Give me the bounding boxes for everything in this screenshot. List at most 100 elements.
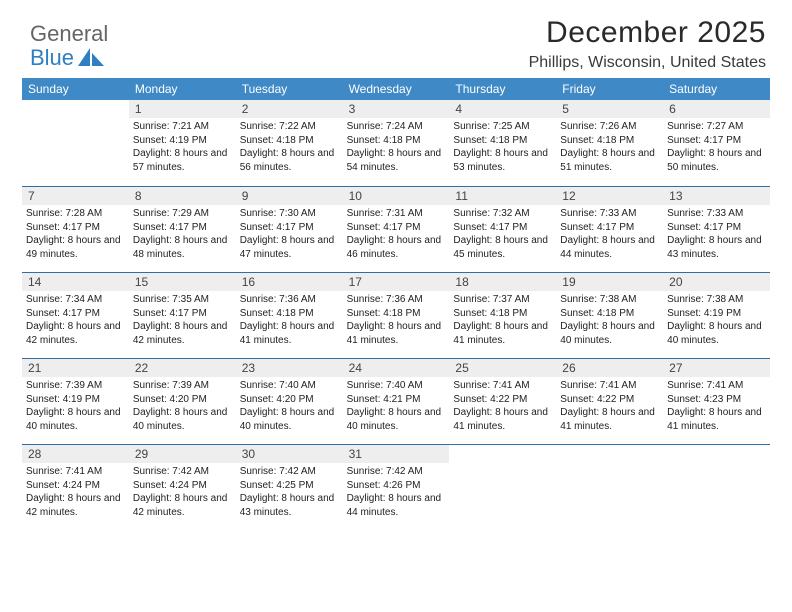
day-info: Sunrise: 7:38 AMSunset: 4:18 PMDaylight:… [556, 291, 663, 349]
day-info: Sunrise: 7:21 AMSunset: 4:19 PMDaylight:… [129, 118, 236, 176]
day-cell: 13Sunrise: 7:33 AMSunset: 4:17 PMDayligh… [663, 186, 770, 268]
day-cell: 30Sunrise: 7:42 AMSunset: 4:25 PMDayligh… [236, 444, 343, 526]
day-cell: 1Sunrise: 7:21 AMSunset: 4:19 PMDaylight… [129, 100, 236, 182]
day-number: 19 [556, 273, 663, 291]
day-info: Sunrise: 7:41 AMSunset: 4:22 PMDaylight:… [449, 377, 556, 435]
day-number: 8 [129, 187, 236, 205]
day-info: Sunrise: 7:25 AMSunset: 4:18 PMDaylight:… [449, 118, 556, 176]
day-info: Sunrise: 7:28 AMSunset: 4:17 PMDaylight:… [22, 205, 129, 263]
day-cell: 12Sunrise: 7:33 AMSunset: 4:17 PMDayligh… [556, 186, 663, 268]
logo-text: General Blue [30, 22, 108, 70]
day-number: 16 [236, 273, 343, 291]
dow-sat: Saturday [663, 78, 770, 100]
dow-sun: Sunday [22, 78, 129, 100]
day-cell: 4Sunrise: 7:25 AMSunset: 4:18 PMDaylight… [449, 100, 556, 182]
day-number: 21 [22, 359, 129, 377]
week-row: 7Sunrise: 7:28 AMSunset: 4:17 PMDaylight… [22, 186, 770, 268]
day-cell: 20Sunrise: 7:38 AMSunset: 4:19 PMDayligh… [663, 272, 770, 354]
header: General Blue December 2025 Phillips, Wis… [22, 16, 770, 72]
day-cell: 24Sunrise: 7:40 AMSunset: 4:21 PMDayligh… [343, 358, 450, 440]
day-info: Sunrise: 7:41 AMSunset: 4:22 PMDaylight:… [556, 377, 663, 435]
day-number: 15 [129, 273, 236, 291]
day-cell: . [663, 444, 770, 526]
dow-mon: Monday [129, 78, 236, 100]
day-number: 24 [343, 359, 450, 377]
dow-tue: Tuesday [236, 78, 343, 100]
day-info: Sunrise: 7:33 AMSunset: 4:17 PMDaylight:… [663, 205, 770, 263]
day-info: Sunrise: 7:40 AMSunset: 4:21 PMDaylight:… [343, 377, 450, 435]
day-number: 11 [449, 187, 556, 205]
logo-sail-icon [78, 47, 104, 70]
day-info: Sunrise: 7:36 AMSunset: 4:18 PMDaylight:… [236, 291, 343, 349]
day-info: Sunrise: 7:42 AMSunset: 4:24 PMDaylight:… [129, 463, 236, 521]
day-number: 9 [236, 187, 343, 205]
day-number: 3 [343, 100, 450, 118]
day-info: Sunrise: 7:38 AMSunset: 4:19 PMDaylight:… [663, 291, 770, 349]
day-cell: 19Sunrise: 7:38 AMSunset: 4:18 PMDayligh… [556, 272, 663, 354]
day-info: Sunrise: 7:37 AMSunset: 4:18 PMDaylight:… [449, 291, 556, 349]
day-cell: 31Sunrise: 7:42 AMSunset: 4:26 PMDayligh… [343, 444, 450, 526]
day-cell: 3Sunrise: 7:24 AMSunset: 4:18 PMDaylight… [343, 100, 450, 182]
day-info: Sunrise: 7:29 AMSunset: 4:17 PMDaylight:… [129, 205, 236, 263]
day-cell: 26Sunrise: 7:41 AMSunset: 4:22 PMDayligh… [556, 358, 663, 440]
day-number: 25 [449, 359, 556, 377]
day-cell: 23Sunrise: 7:40 AMSunset: 4:20 PMDayligh… [236, 358, 343, 440]
day-number: 5 [556, 100, 663, 118]
day-cell: 25Sunrise: 7:41 AMSunset: 4:22 PMDayligh… [449, 358, 556, 440]
day-info: Sunrise: 7:22 AMSunset: 4:18 PMDaylight:… [236, 118, 343, 176]
day-cell: 14Sunrise: 7:34 AMSunset: 4:17 PMDayligh… [22, 272, 129, 354]
day-cell: 7Sunrise: 7:28 AMSunset: 4:17 PMDaylight… [22, 186, 129, 268]
week-row: .1Sunrise: 7:21 AMSunset: 4:19 PMDayligh… [22, 100, 770, 182]
day-info: Sunrise: 7:33 AMSunset: 4:17 PMDaylight:… [556, 205, 663, 263]
day-cell: . [556, 444, 663, 526]
page-title: December 2025 [529, 16, 766, 50]
day-number: 14 [22, 273, 129, 291]
dow-row: Sunday Monday Tuesday Wednesday Thursday… [22, 78, 770, 100]
day-number: 7 [22, 187, 129, 205]
day-number: 30 [236, 445, 343, 463]
day-cell: 17Sunrise: 7:36 AMSunset: 4:18 PMDayligh… [343, 272, 450, 354]
day-number: 12 [556, 187, 663, 205]
day-info: Sunrise: 7:26 AMSunset: 4:18 PMDaylight:… [556, 118, 663, 176]
day-info: Sunrise: 7:39 AMSunset: 4:20 PMDaylight:… [129, 377, 236, 435]
day-cell: . [449, 444, 556, 526]
day-info: Sunrise: 7:41 AMSunset: 4:23 PMDaylight:… [663, 377, 770, 435]
day-cell: 18Sunrise: 7:37 AMSunset: 4:18 PMDayligh… [449, 272, 556, 354]
dow-fri: Friday [556, 78, 663, 100]
day-number: 27 [663, 359, 770, 377]
day-cell: 29Sunrise: 7:42 AMSunset: 4:24 PMDayligh… [129, 444, 236, 526]
week-row: 21Sunrise: 7:39 AMSunset: 4:19 PMDayligh… [22, 358, 770, 440]
day-number: 4 [449, 100, 556, 118]
day-info: Sunrise: 7:36 AMSunset: 4:18 PMDaylight:… [343, 291, 450, 349]
day-number: 23 [236, 359, 343, 377]
day-number: 17 [343, 273, 450, 291]
day-cell: 11Sunrise: 7:32 AMSunset: 4:17 PMDayligh… [449, 186, 556, 268]
day-number: 13 [663, 187, 770, 205]
day-number: 6 [663, 100, 770, 118]
day-number: 26 [556, 359, 663, 377]
day-number: 28 [22, 445, 129, 463]
day-number: 22 [129, 359, 236, 377]
page-subtitle: Phillips, Wisconsin, United States [529, 54, 766, 72]
day-number: 10 [343, 187, 450, 205]
day-info: Sunrise: 7:24 AMSunset: 4:18 PMDaylight:… [343, 118, 450, 176]
page: General Blue December 2025 Phillips, Wis… [0, 0, 792, 542]
day-cell: 27Sunrise: 7:41 AMSunset: 4:23 PMDayligh… [663, 358, 770, 440]
day-info: Sunrise: 7:32 AMSunset: 4:17 PMDaylight:… [449, 205, 556, 263]
week-row: 28Sunrise: 7:41 AMSunset: 4:24 PMDayligh… [22, 444, 770, 526]
day-info: Sunrise: 7:31 AMSunset: 4:17 PMDaylight:… [343, 205, 450, 263]
day-cell: 9Sunrise: 7:30 AMSunset: 4:17 PMDaylight… [236, 186, 343, 268]
day-cell: 22Sunrise: 7:39 AMSunset: 4:20 PMDayligh… [129, 358, 236, 440]
day-number: 18 [449, 273, 556, 291]
dow-thu: Thursday [449, 78, 556, 100]
day-number: 29 [129, 445, 236, 463]
day-info: Sunrise: 7:34 AMSunset: 4:17 PMDaylight:… [22, 291, 129, 349]
calendar: Sunday Monday Tuesday Wednesday Thursday… [22, 78, 770, 526]
day-info: Sunrise: 7:41 AMSunset: 4:24 PMDaylight:… [22, 463, 129, 521]
day-cell: 10Sunrise: 7:31 AMSunset: 4:17 PMDayligh… [343, 186, 450, 268]
logo-word-bottom: Blue [30, 46, 74, 69]
logo: General Blue [30, 22, 108, 70]
week-row: 14Sunrise: 7:34 AMSunset: 4:17 PMDayligh… [22, 272, 770, 354]
day-cell: 2Sunrise: 7:22 AMSunset: 4:18 PMDaylight… [236, 100, 343, 182]
day-cell: 15Sunrise: 7:35 AMSunset: 4:17 PMDayligh… [129, 272, 236, 354]
